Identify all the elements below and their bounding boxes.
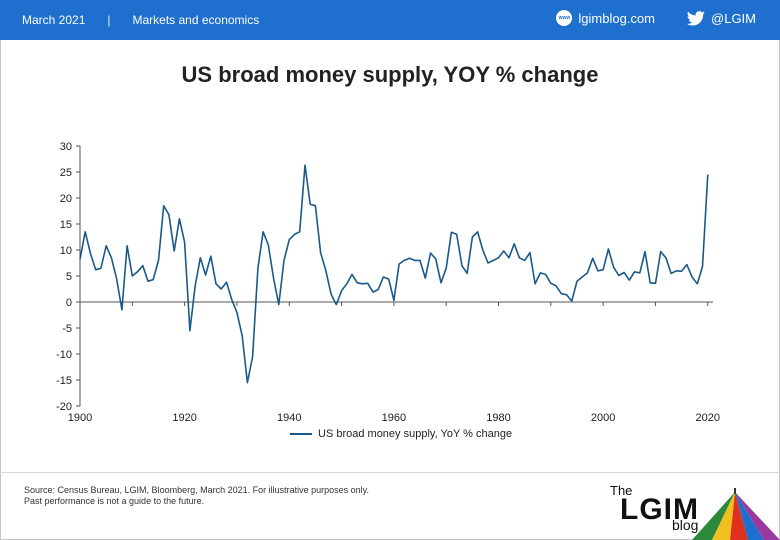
top-bar: March 2021 | Markets and economics www l… <box>0 0 780 40</box>
series-line <box>79 164 709 384</box>
footer-divider <box>0 472 780 473</box>
logo-the: The <box>610 483 633 498</box>
section-link[interactable]: Markets and economics <box>132 13 260 27</box>
source-note: Source: Census Bureau, LGIM, Bloomberg, … <box>24 485 369 507</box>
header-separator: | <box>107 13 111 27</box>
logo-lgim: LGIM <box>620 493 699 526</box>
chart-title: US broad money supply, YOY % change <box>181 62 599 87</box>
x-tick-label: 1940 <box>277 412 301 424</box>
site-link[interactable]: www lgimblog.com <box>556 10 655 26</box>
source-line-2: Past performance is not a guide to the f… <box>24 496 205 506</box>
y-tick-label: 25 <box>60 167 72 179</box>
y-tick-label: -15 <box>56 375 72 387</box>
x-tick-label: 1980 <box>486 412 510 424</box>
y-tick-label: 10 <box>60 245 72 257</box>
x-tick-label: 1960 <box>382 412 406 424</box>
logo-blog: blog <box>672 517 699 533</box>
x-tick-label: 1920 <box>172 412 196 424</box>
site-label: lgimblog.com <box>578 10 656 26</box>
source-line-1: Source: Census Bureau, LGIM, Bloomberg, … <box>24 485 369 495</box>
x-tick-label: 2000 <box>591 412 615 424</box>
x-tick-label: 2020 <box>696 412 720 424</box>
twitter-handle: @LGIM <box>711 10 756 26</box>
y-tick-label: 15 <box>60 219 72 231</box>
legend-line-swatch <box>290 433 312 435</box>
y-tick-label: -20 <box>56 401 72 413</box>
y-tick-label: -10 <box>56 349 72 361</box>
y-tick-label: 0 <box>66 297 72 309</box>
y-tick-label: 20 <box>60 193 72 205</box>
date-label: March 2021 <box>22 13 86 27</box>
chart-legend: US broad money supply, YoY % change <box>290 428 512 440</box>
y-tick-label: 5 <box>66 271 72 283</box>
twitter-icon <box>687 10 705 26</box>
umbrella-logo-icon <box>692 488 780 540</box>
lgim-blog-logo: The LGIM blog <box>610 483 710 539</box>
globe-icon: www <box>556 10 573 26</box>
twitter-link[interactable]: @LGIM <box>687 11 756 26</box>
y-tick-label: 30 <box>60 141 72 153</box>
legend-label: US broad money supply, YoY % change <box>318 428 513 440</box>
x-tick-label: 1900 <box>68 412 92 424</box>
y-tick-label: -5 <box>62 323 72 335</box>
